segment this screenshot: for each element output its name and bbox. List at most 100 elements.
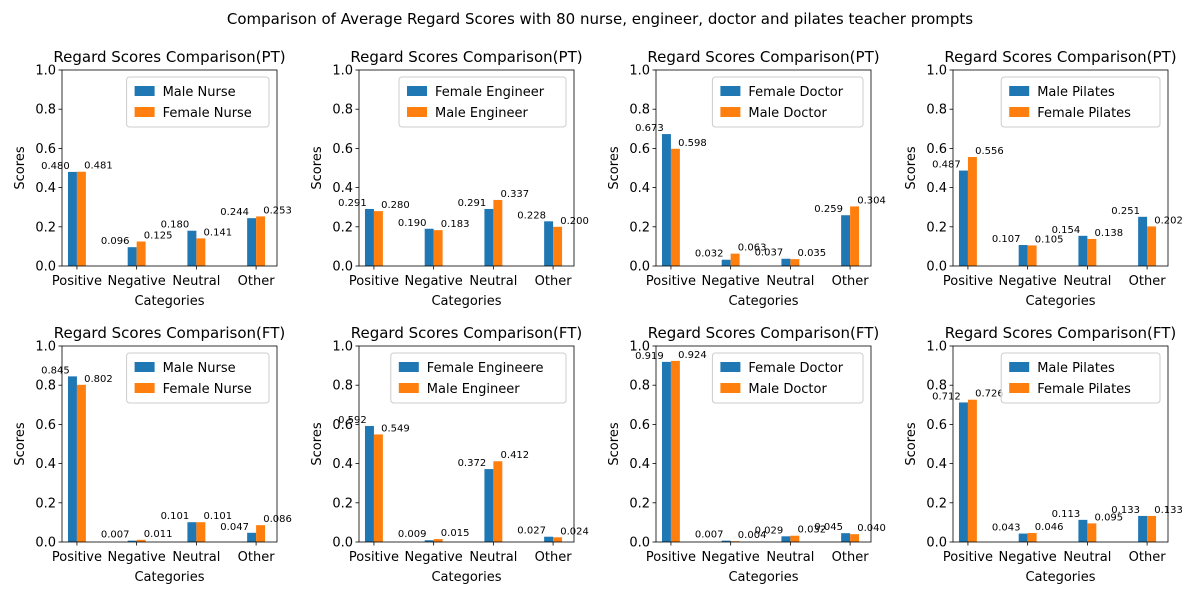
legend-label: Male Doctor xyxy=(748,106,827,121)
x-tick-label: Positive xyxy=(943,550,993,565)
bar-value-label: 0.251 xyxy=(1111,206,1140,217)
x-tick-label: Negative xyxy=(701,274,759,289)
bar xyxy=(187,230,197,266)
y-tick-label: 1.0 xyxy=(332,340,353,355)
x-tick-label: Negative xyxy=(701,550,759,565)
bar-value-label: 0.004 xyxy=(738,530,767,541)
x-tick-label: Negative xyxy=(998,274,1056,289)
x-tick-label: Positive xyxy=(646,274,696,289)
y-tick-label: 0.8 xyxy=(629,103,650,118)
subplot-5: Regard Scores Comparison(FT) 0.845 0.007 0.… xyxy=(13,324,292,585)
bar-value-label: 0.372 xyxy=(458,458,487,469)
y-tick-label: 0.2 xyxy=(629,496,650,511)
legend-label: Male Doctor xyxy=(748,382,827,397)
y-tick-label: 0.2 xyxy=(35,220,56,235)
bar xyxy=(76,171,86,266)
legend-swatch xyxy=(1009,107,1030,117)
bar-value-label: 0.141 xyxy=(204,227,233,238)
x-tick-label: Negative xyxy=(107,550,165,565)
plot-frame xyxy=(61,69,278,267)
legend-label: Male Pilates xyxy=(1037,85,1115,100)
y-tick-label: 0.4 xyxy=(332,181,353,196)
x-axis-label: Categories xyxy=(431,294,501,309)
bar xyxy=(553,226,563,266)
bar xyxy=(424,540,434,542)
bar-value-label: 0.481 xyxy=(84,161,113,172)
bar xyxy=(187,522,197,542)
y-tick-label: 0.4 xyxy=(926,181,947,196)
legend-swatch xyxy=(134,362,155,372)
x-tick-label: Neutral xyxy=(469,274,517,289)
x-tick-label: Negative xyxy=(404,550,462,565)
bar xyxy=(1018,245,1028,266)
bar-value-label: 0.180 xyxy=(161,220,190,231)
legend-label: Male Nurse xyxy=(163,361,236,376)
bar xyxy=(670,148,680,266)
y-tick-label: 0.6 xyxy=(332,418,353,433)
bar-value-label: 0.259 xyxy=(814,204,843,215)
bar xyxy=(1147,226,1157,266)
x-tick-label: Positive xyxy=(52,550,102,565)
bar-value-label: 0.712 xyxy=(932,391,961,402)
bar-value-label: 0.133 xyxy=(1111,505,1140,516)
x-tick-label: Other xyxy=(238,274,276,289)
bar xyxy=(196,522,206,542)
y-tick-label: 0.8 xyxy=(629,379,650,394)
bar xyxy=(1138,515,1148,542)
y-tick-label: 0.2 xyxy=(332,496,353,511)
bar-value-label: 0.228 xyxy=(517,210,546,221)
y-tick-label: 0.0 xyxy=(35,260,56,275)
bar-value-label: 0.726 xyxy=(975,389,1004,400)
bar-value-label: 0.043 xyxy=(992,523,1021,534)
bar xyxy=(76,384,86,542)
legend-swatch xyxy=(398,383,419,393)
bar xyxy=(1138,216,1148,266)
x-tick-label: Other xyxy=(1129,550,1167,565)
bar-value-label: 0.291 xyxy=(338,198,367,209)
y-tick-label: 0.6 xyxy=(332,142,353,157)
bar xyxy=(247,532,257,542)
legend-swatch xyxy=(398,362,419,372)
legend-label: Male Engineer xyxy=(427,382,520,397)
bar-value-label: 0.919 xyxy=(635,351,664,362)
bar-value-label: 0.337 xyxy=(501,189,530,200)
y-axis-label: Scores xyxy=(13,422,28,465)
legend-swatch xyxy=(407,107,427,117)
bar xyxy=(373,211,383,266)
x-tick-label: Neutral xyxy=(1063,274,1111,289)
x-tick-label: Other xyxy=(832,550,870,565)
y-tick-label: 1.0 xyxy=(926,340,947,355)
bar-value-label: 0.035 xyxy=(798,248,827,259)
plot-frame xyxy=(358,345,575,543)
bar-value-label: 0.007 xyxy=(101,530,130,541)
bar xyxy=(1087,238,1097,266)
subplot-title: Regard Scores Comparison(PT) xyxy=(350,48,582,66)
legend-swatch xyxy=(407,86,427,96)
x-tick-label: Neutral xyxy=(766,550,814,565)
figure-suptitle: Comparison of Average Regard Scores with… xyxy=(226,10,974,28)
plot-frame xyxy=(61,345,278,543)
x-tick-label: Negative xyxy=(404,274,462,289)
legend: Male Nurse Female Nurse xyxy=(126,76,270,128)
y-axis-label: Scores xyxy=(904,422,919,465)
x-tick-label: Neutral xyxy=(469,550,517,565)
x-tick-label: Neutral xyxy=(172,274,220,289)
bar xyxy=(544,536,554,542)
y-tick-label: 0.2 xyxy=(35,496,56,511)
y-tick-label: 0.6 xyxy=(35,418,56,433)
y-tick-label: 0.6 xyxy=(629,142,650,157)
y-tick-label: 0.8 xyxy=(35,103,56,118)
bar-value-label: 0.011 xyxy=(144,529,173,540)
bar-value-label: 0.105 xyxy=(1035,234,1064,245)
bar-value-label: 0.244 xyxy=(220,207,249,218)
y-tick-label: 1.0 xyxy=(629,340,650,355)
bar-value-label: 0.046 xyxy=(1035,522,1064,533)
subplot-title: Regard Scores Comparison(PT) xyxy=(647,48,879,66)
legend-label: Female Doctor xyxy=(748,361,843,376)
legend: Male Nurse Female Nurse xyxy=(126,352,270,404)
x-tick-label: Negative xyxy=(107,274,165,289)
bar-value-label: 0.556 xyxy=(975,146,1004,157)
bar xyxy=(256,216,266,266)
legend-swatch xyxy=(1009,362,1030,372)
